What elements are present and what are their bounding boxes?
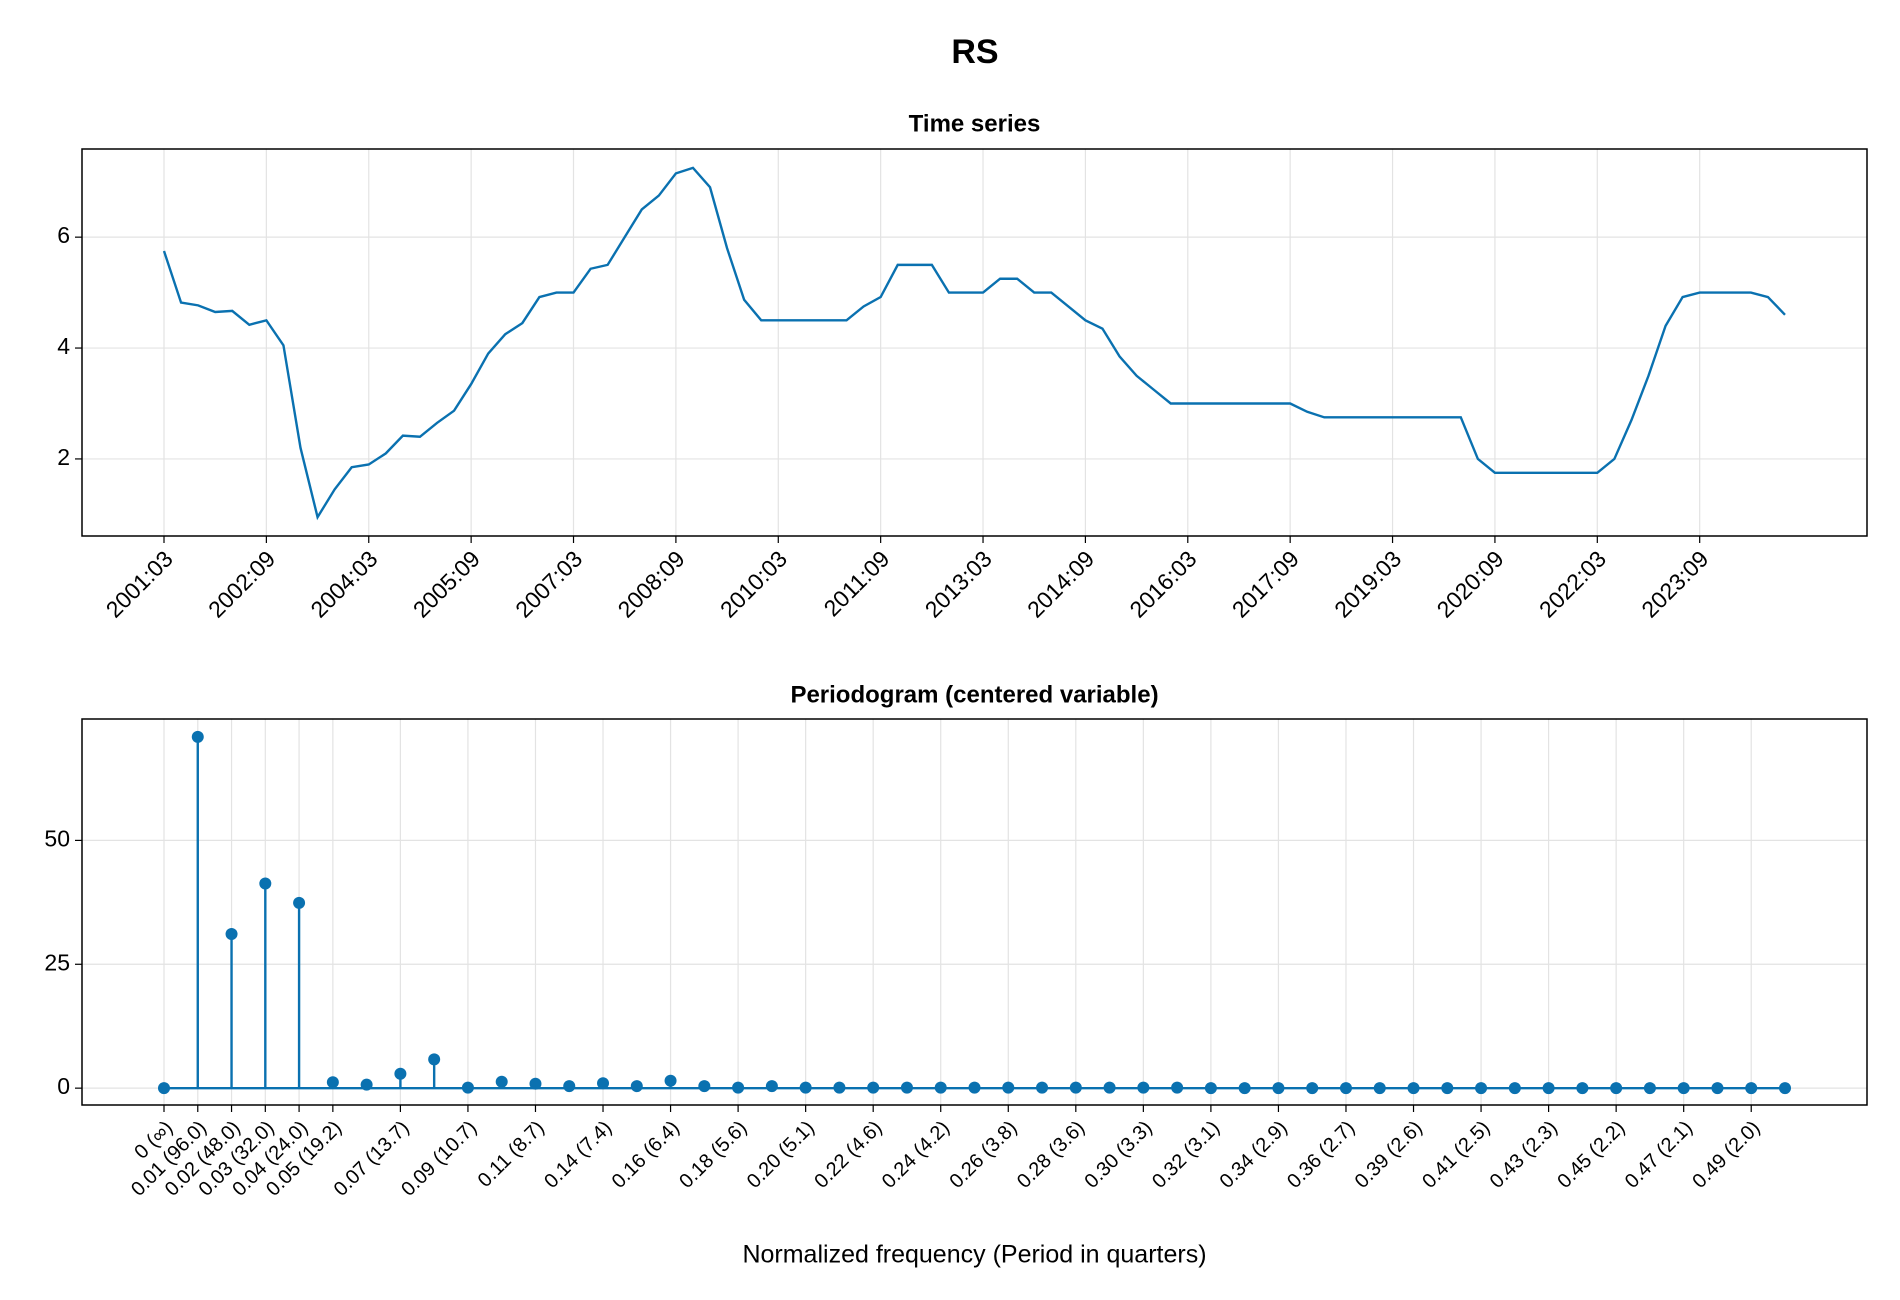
x-tick-label: 0.26 (3.8): [945, 1117, 1021, 1193]
x-tick-label: 0.41 (2.5): [1418, 1117, 1494, 1193]
x-tick-label: 2022:03: [1534, 545, 1611, 622]
stem-marker: [1508, 1082, 1521, 1095]
stem-marker: [495, 1075, 508, 1088]
stem-marker: [630, 1080, 643, 1093]
stem-marker: [698, 1080, 711, 1093]
stem-marker: [461, 1081, 474, 1094]
stem-marker: [833, 1081, 846, 1094]
x-tick-label: 2008:09: [613, 545, 690, 622]
x-tick-label: 0.24 (4.2): [878, 1117, 954, 1193]
x-axis-label: Normalized frequency (Period in quarters…: [742, 1241, 1206, 1269]
x-tick-label: 0.16 (6.4): [608, 1117, 684, 1193]
stem-marker: [765, 1080, 778, 1093]
x-tick-label: 0.30 (3.3): [1081, 1117, 1157, 1193]
x-tick-label: 2007:03: [510, 545, 587, 622]
stem-marker: [1069, 1081, 1082, 1094]
stem-marker: [1407, 1082, 1420, 1095]
subplot-title: Time series: [909, 110, 1041, 137]
stem-marker: [1103, 1081, 1116, 1094]
series-line: [162, 166, 1786, 521]
stem-marker: [225, 928, 238, 941]
x-tick-label: 2023:09: [1636, 545, 1713, 622]
stem-marker: [799, 1081, 812, 1094]
stem-marker: [1475, 1082, 1488, 1095]
subplot-title: Periodogram (centered variable): [790, 681, 1158, 708]
x-tick-label: 0.32 (3.1): [1148, 1117, 1224, 1193]
x-tick-label: 2001:03: [101, 545, 178, 622]
stem-marker: [394, 1067, 407, 1080]
y-tick-label: 4: [57, 333, 70, 359]
stem-marker: [1542, 1082, 1555, 1095]
stem-marker: [293, 896, 306, 909]
stem-marker: [1576, 1082, 1589, 1095]
y-tick-label: 6: [57, 222, 70, 248]
x-tick-label: 2016:03: [1124, 545, 1201, 622]
stem-marker: [1272, 1082, 1285, 1095]
x-tick-label: 0.49 (2.0): [1688, 1117, 1764, 1193]
x-tick-label: 0.39 (2.6): [1351, 1117, 1427, 1193]
stem-marker: [1204, 1082, 1217, 1095]
x-tick-label: 2014:09: [1022, 545, 1099, 622]
stem-marker: [1745, 1082, 1758, 1095]
x-tick-label: 0.45 (2.2): [1553, 1117, 1629, 1193]
plot-frame: [81, 718, 1868, 1106]
x-tick-label: 0.34 (2.9): [1216, 1117, 1292, 1193]
stem-marker: [563, 1080, 576, 1093]
x-tick-label: 0.28 (3.6): [1013, 1117, 1089, 1193]
x-tick-label: 0.47 (2.1): [1621, 1117, 1697, 1193]
stem-marker: [360, 1078, 373, 1091]
plot-frame: [81, 148, 1868, 537]
y-tick-label: 2: [57, 444, 70, 470]
y-tick-label: 50: [44, 825, 70, 851]
x-tick-label: 2005:09: [408, 545, 485, 622]
stem-marker: [428, 1053, 441, 1066]
x-tick-label: 2019:03: [1329, 545, 1406, 622]
stem-marker: [529, 1077, 542, 1090]
x-tick-label: 2010:03: [715, 545, 792, 622]
x-tick-label: 2002:09: [203, 545, 280, 622]
x-tick-label: 2013:03: [920, 545, 997, 622]
stem-marker: [732, 1081, 745, 1094]
stem-marker: [1137, 1081, 1150, 1094]
stem-marker: [1002, 1081, 1015, 1094]
stem-marker: [1339, 1082, 1352, 1095]
stem-marker: [900, 1081, 913, 1094]
x-tick-label: 0.18 (5.6): [675, 1117, 751, 1193]
figure-title: RS: [951, 33, 998, 71]
stem-marker: [1036, 1081, 1049, 1094]
x-tick-label: 2017:09: [1227, 545, 1304, 622]
stem-marker: [1643, 1082, 1656, 1095]
x-tick-label: 0.36 (2.7): [1283, 1117, 1359, 1193]
stem-marker: [867, 1081, 880, 1094]
x-tick-label: 0.20 (5.1): [743, 1117, 819, 1193]
x-tick-label: 2004:03: [305, 545, 382, 622]
stem-marker: [1373, 1082, 1386, 1095]
stem-marker: [191, 730, 204, 743]
stem-marker: [1610, 1082, 1623, 1095]
y-tick-label: 0: [57, 1073, 70, 1099]
stem-marker: [968, 1081, 981, 1094]
x-tick-label: 2020:09: [1432, 545, 1509, 622]
stem-marker: [1306, 1082, 1319, 1095]
stem-marker: [1677, 1082, 1690, 1095]
stem-marker: [664, 1074, 677, 1087]
stem-marker: [158, 1082, 170, 1095]
x-tick-label: 0.22 (4.6): [810, 1117, 886, 1193]
stem-marker: [597, 1077, 610, 1090]
x-tick-label: 2011:09: [819, 545, 895, 621]
stem-marker: [1441, 1082, 1454, 1095]
y-tick-label: 25: [44, 949, 70, 975]
stem-marker: [1711, 1082, 1724, 1095]
x-tick-label: 0.14 (7.4): [540, 1117, 616, 1193]
x-tick-label: 0.43 (2.3): [1486, 1117, 1562, 1193]
stem-marker: [1238, 1082, 1251, 1095]
stem-marker: [326, 1076, 339, 1089]
stem-marker: [259, 877, 272, 890]
stem-marker: [934, 1081, 947, 1094]
x-tick-label: 0.11 (8.7): [474, 1117, 549, 1192]
stem-marker: [1779, 1082, 1791, 1095]
stem-marker: [1171, 1081, 1184, 1094]
